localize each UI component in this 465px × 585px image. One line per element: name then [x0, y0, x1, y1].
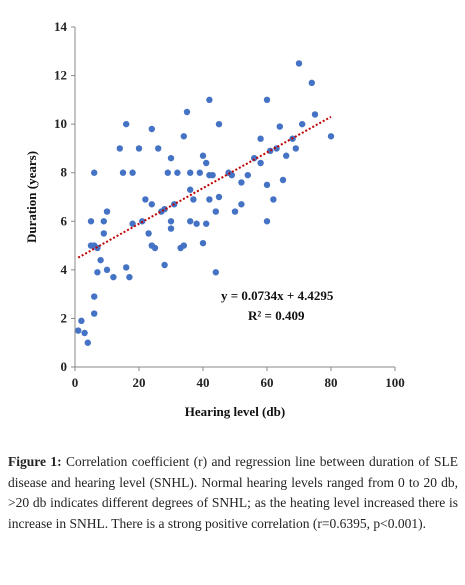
y-tick-label: 6: [61, 213, 68, 228]
data-point: [187, 186, 194, 193]
y-tick-label: 8: [61, 165, 68, 180]
data-point: [199, 152, 207, 159]
data-point: [135, 145, 143, 152]
data-point: [167, 154, 175, 162]
data-point: [206, 196, 213, 203]
data-point: [251, 154, 258, 162]
data-point: [103, 208, 111, 215]
data-point: [209, 171, 216, 179]
data-point: [103, 266, 111, 274]
x-tick-label: 100: [385, 375, 405, 390]
data-point: [164, 169, 171, 176]
data-point: [212, 269, 219, 276]
data-point: [187, 218, 194, 225]
x-tick-label: 20: [133, 375, 146, 390]
data-point: [91, 169, 98, 176]
data-point: [215, 120, 223, 128]
data-point: [97, 256, 104, 264]
data-point: [270, 196, 277, 203]
data-point: [279, 176, 287, 184]
y-tick-label: 0: [61, 359, 68, 374]
data-point: [119, 169, 127, 176]
data-point: [257, 135, 264, 142]
x-tick-label: 60: [261, 375, 274, 390]
data-point: [167, 225, 175, 232]
data-point: [238, 201, 245, 208]
data-point: [263, 96, 271, 104]
data-point: [129, 169, 136, 176]
data-point: [155, 145, 162, 152]
data-point: [148, 201, 155, 208]
data-point: [126, 273, 133, 281]
y-axis-title: Duration (years): [24, 151, 39, 243]
data-point: [180, 242, 187, 249]
data-point: [187, 169, 194, 176]
data-point: [94, 269, 101, 276]
data-point: [167, 218, 175, 225]
trendline-equation: y = 0.0734x + 4.4295: [221, 288, 334, 303]
data-point: [91, 310, 98, 317]
data-point: [180, 133, 187, 140]
data-point: [257, 159, 264, 167]
y-tick-label: 4: [61, 262, 68, 277]
data-point: [283, 152, 290, 159]
data-point: [75, 327, 82, 334]
r-squared-label: R² = 0.409: [248, 308, 305, 323]
data-point: [183, 108, 191, 116]
data-point: [161, 261, 168, 269]
data-point: [263, 218, 271, 225]
data-point: [292, 145, 299, 152]
y-tick-label: 14: [54, 19, 68, 34]
data-point: [110, 273, 117, 281]
data-point: [100, 218, 108, 225]
y-tick-label: 10: [54, 116, 67, 131]
data-point: [203, 159, 210, 167]
data-point: [231, 208, 239, 215]
figure-caption: Figure 1: Correlation coefficient (r) an…: [8, 452, 458, 534]
data-point: [215, 193, 223, 201]
data-point: [276, 123, 283, 130]
data-point: [199, 239, 207, 247]
data-point: [123, 120, 130, 128]
data-point: [327, 133, 335, 140]
data-point: [148, 125, 155, 133]
data-point: [100, 230, 108, 237]
scatter-chart: 0 2 4 6 8 10 12 14 0 20 40 60 80 100 y = 0.0734x + 4…: [24, 19, 405, 419]
x-axis-title: Hearing level (db): [185, 404, 285, 419]
data-point: [87, 218, 95, 225]
data-point: [145, 230, 152, 237]
x-tick-label: 0: [72, 375, 79, 390]
data-point: [190, 196, 197, 203]
data-point: [193, 220, 200, 227]
data-point: [206, 96, 213, 104]
data-point: [151, 244, 159, 252]
data-point: [84, 339, 92, 346]
data-point: [81, 329, 88, 337]
data-point: [308, 79, 315, 87]
y-tick-label: 12: [54, 68, 67, 83]
data-point: [263, 181, 271, 189]
data-point: [78, 317, 85, 325]
caption-text: Correlation coefficient (r) and regressi…: [8, 454, 458, 531]
data-point: [238, 179, 245, 186]
data-point: [116, 145, 124, 152]
y-tick-label: 2: [61, 310, 68, 325]
data-point: [212, 208, 219, 215]
data-point: [196, 169, 203, 176]
data-point: [311, 111, 319, 118]
caption-label: Figure 1:: [8, 454, 62, 469]
x-tick-label: 80: [325, 375, 338, 390]
data-point: [142, 196, 149, 203]
data-point: [299, 120, 306, 128]
data-point: [123, 264, 130, 271]
data-point: [203, 220, 210, 227]
data-point: [91, 293, 98, 300]
x-tick-label: 40: [197, 375, 210, 390]
trendline: [77, 115, 332, 259]
data-point: [244, 171, 251, 179]
data-point: [295, 60, 303, 67]
data-point: [174, 169, 181, 176]
